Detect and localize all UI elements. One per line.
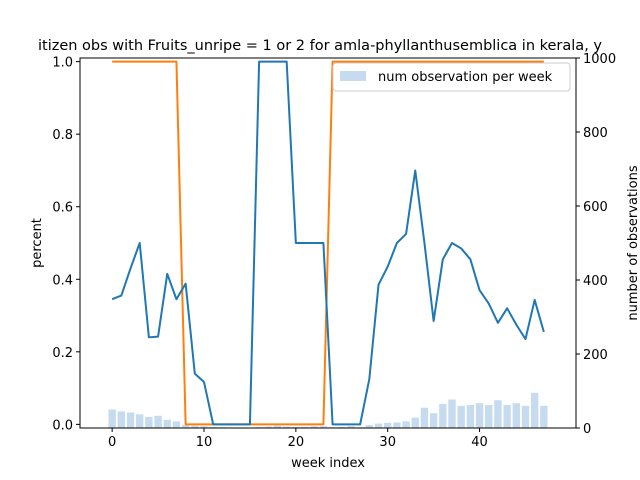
bar [273, 425, 282, 428]
x-tick-label: 40 [471, 435, 488, 450]
bar [384, 422, 392, 428]
bar [172, 421, 181, 428]
y-axis-label: percent [30, 218, 45, 268]
bar [503, 405, 511, 428]
x-tick-label: 0 [108, 435, 116, 450]
x-axis-label: week index [291, 456, 365, 471]
bar [282, 426, 291, 428]
bar [365, 425, 374, 428]
bar [485, 405, 493, 428]
bar [292, 426, 300, 428]
y2-tick-label: 400 [583, 274, 608, 289]
bars-layer [108, 392, 548, 428]
bar [126, 412, 135, 428]
bar [540, 405, 548, 428]
bar [374, 423, 383, 428]
y-tick-label: 0.6 [52, 201, 73, 216]
x-tick-label: 20 [288, 435, 305, 450]
bar [200, 426, 208, 428]
bar [393, 422, 401, 428]
bar [457, 405, 465, 428]
x-tick-label: 30 [379, 435, 396, 450]
bar [512, 403, 520, 428]
bar [117, 411, 126, 428]
bar [319, 426, 328, 428]
bar [310, 426, 318, 428]
y-tick-label: 0.8 [52, 128, 73, 143]
bar [429, 413, 438, 428]
bar [181, 425, 190, 428]
y2-tick-label: 800 [583, 126, 608, 141]
bar [338, 426, 346, 428]
bar [494, 400, 502, 428]
y-tick-label: 0.2 [52, 346, 73, 361]
bar [420, 407, 429, 428]
legend: num observation per week [332, 62, 571, 92]
bar [136, 414, 144, 428]
y2-tick-label: 600 [583, 200, 608, 215]
bar [466, 405, 475, 428]
y2-axis-ticks: 0 200 400 600 800 1000 [576, 52, 616, 437]
x-axis-ticks: 0 10 20 30 40 [108, 428, 488, 450]
legend-label: num observation per week [378, 70, 553, 85]
bar [264, 426, 272, 428]
bar [347, 426, 355, 428]
bar [163, 419, 171, 428]
blue-series-line [111, 60, 545, 426]
y2-tick-label: 1000 [583, 52, 616, 67]
y-axis-ticks: 0.0 0.2 0.4 0.6 0.8 1.0 [52, 56, 80, 433]
y-tick-label: 1.0 [52, 56, 73, 71]
bar [448, 399, 456, 428]
bar [402, 421, 410, 428]
orange-series-line [112, 60, 544, 426]
bar [191, 425, 199, 428]
x-tick-label: 10 [196, 435, 213, 450]
y-tick-label: 0.4 [52, 273, 73, 288]
orange-series-layer [112, 60, 544, 426]
legend-swatch [340, 71, 366, 81]
bar [475, 403, 484, 428]
bar [411, 417, 419, 428]
bar [209, 426, 217, 428]
blue-series-layer [111, 60, 545, 426]
bar [108, 409, 116, 428]
chart-title: itizen obs with Fruits_unripe = 1 or 2 f… [38, 38, 602, 54]
plot-frame [79, 57, 577, 429]
bar [145, 416, 153, 428]
bar [301, 426, 309, 428]
y2-tick-label: 0 [583, 422, 591, 437]
bar [439, 403, 447, 428]
bar [521, 405, 530, 428]
bar [530, 392, 539, 428]
y-tick-label: 0.0 [52, 418, 73, 433]
legend-box [332, 62, 571, 92]
bar [154, 415, 162, 428]
y2-axis-label: number of observations [626, 165, 640, 320]
y2-tick-label: 200 [583, 348, 608, 363]
